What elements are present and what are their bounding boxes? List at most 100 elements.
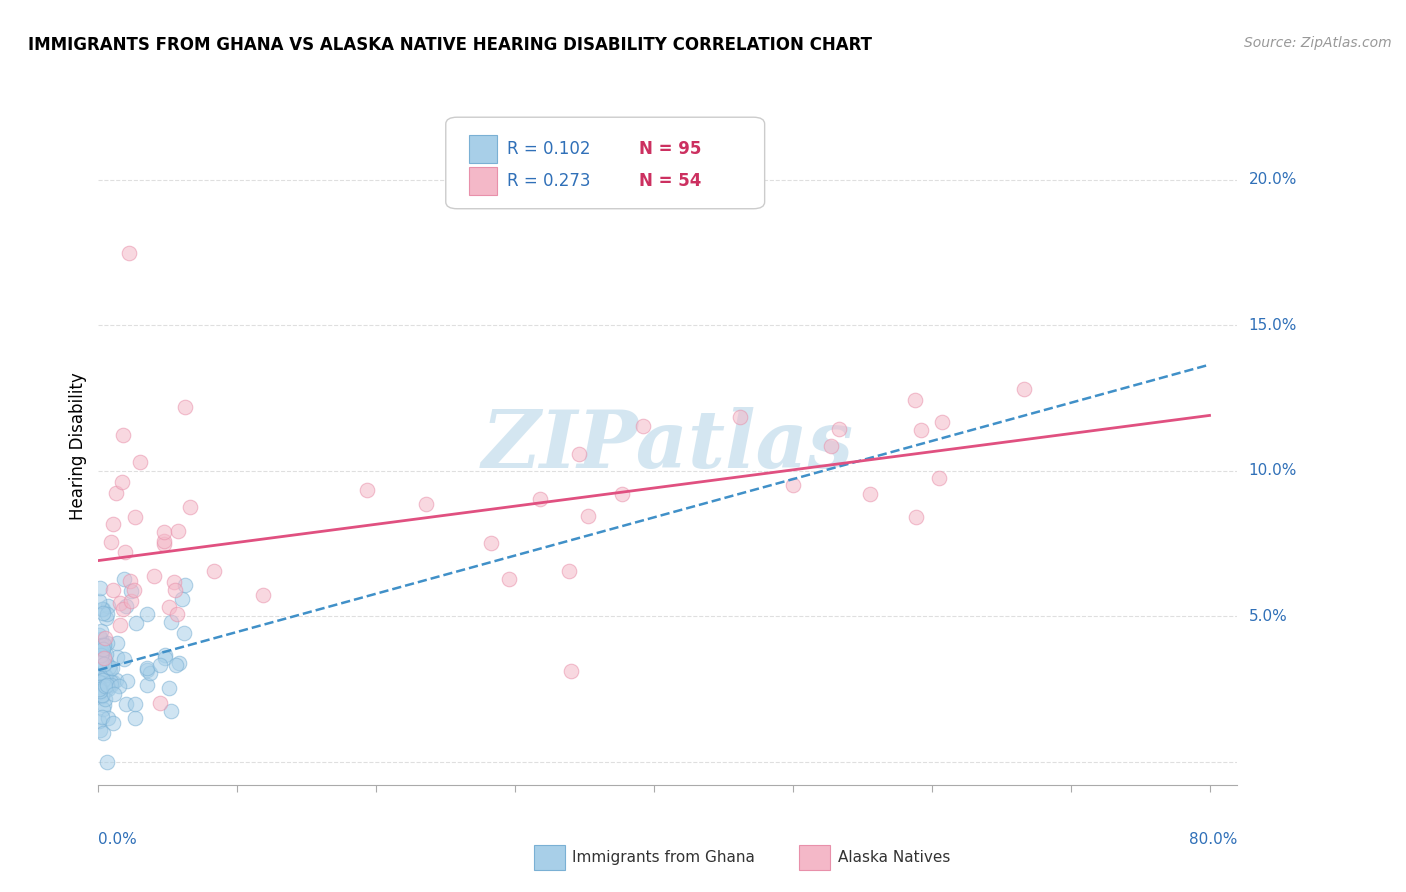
Point <box>122 582 145 597</box>
Point <box>568 447 591 461</box>
Point <box>107 679 129 693</box>
Point <box>89 582 111 596</box>
Point <box>97 711 120 725</box>
Point <box>170 591 193 606</box>
Point <box>252 588 274 602</box>
Point <box>149 657 172 672</box>
Point <box>820 439 842 453</box>
Point <box>90 638 112 652</box>
Point <box>89 668 111 682</box>
Text: 20.0%: 20.0% <box>1249 172 1296 187</box>
Point <box>93 658 115 673</box>
Point <box>112 652 135 666</box>
Point <box>97 682 120 697</box>
Point <box>90 649 112 664</box>
Point <box>112 572 135 586</box>
Point <box>89 680 111 694</box>
Point <box>730 409 752 424</box>
Point <box>560 665 582 679</box>
Point <box>910 423 932 437</box>
Point <box>356 483 378 497</box>
Point <box>87 628 110 642</box>
Point <box>97 660 120 674</box>
Point <box>87 674 110 689</box>
Point <box>90 602 112 616</box>
Point <box>93 679 115 693</box>
Point <box>179 500 201 515</box>
Point <box>105 649 128 664</box>
Point <box>93 631 115 645</box>
Point <box>169 657 191 671</box>
Point <box>125 616 148 631</box>
Point <box>93 657 115 671</box>
Point <box>94 692 117 706</box>
Point <box>120 584 142 599</box>
Point <box>94 679 117 693</box>
Point <box>93 637 115 651</box>
Point <box>91 647 114 661</box>
Point <box>96 678 118 692</box>
Text: N = 54: N = 54 <box>640 172 702 190</box>
Point <box>100 678 122 692</box>
Point <box>115 599 138 613</box>
Point <box>100 674 122 689</box>
Point <box>904 509 927 524</box>
Point <box>118 245 141 260</box>
Text: Source: ZipAtlas.com: Source: ZipAtlas.com <box>1244 36 1392 50</box>
Point <box>93 650 115 665</box>
Point <box>89 641 111 656</box>
Point <box>576 509 599 524</box>
Point <box>135 678 157 692</box>
Bar <box>468 135 498 163</box>
Point <box>89 656 111 670</box>
Point <box>91 689 114 703</box>
Point <box>124 698 146 712</box>
Point <box>129 455 152 469</box>
Point <box>100 535 122 549</box>
Point <box>165 657 187 672</box>
Point <box>153 537 176 551</box>
Point <box>173 578 195 592</box>
Point <box>91 702 114 716</box>
Point <box>114 697 136 711</box>
Point <box>782 478 804 492</box>
Point <box>97 599 120 613</box>
Point <box>89 648 111 662</box>
Point <box>1012 382 1035 396</box>
Point <box>529 492 551 507</box>
Point <box>904 393 927 408</box>
Point <box>101 516 124 531</box>
Point <box>93 726 115 740</box>
Point <box>174 400 197 414</box>
Point <box>163 575 186 590</box>
Point <box>90 624 112 639</box>
Point <box>498 572 520 586</box>
Point <box>153 533 176 548</box>
Point <box>101 716 124 731</box>
Point <box>94 668 117 682</box>
Point <box>135 661 157 675</box>
Point <box>108 618 131 632</box>
Bar <box>468 167 498 195</box>
Point <box>167 524 190 538</box>
Point <box>157 600 180 615</box>
Point <box>96 755 118 769</box>
Point <box>160 704 183 718</box>
Point <box>166 607 188 621</box>
Point <box>91 673 114 687</box>
Point <box>105 673 128 687</box>
Point <box>139 665 162 680</box>
Point <box>94 681 117 696</box>
Point <box>415 497 437 511</box>
Point <box>159 615 181 630</box>
Point <box>94 611 117 625</box>
Point <box>155 651 177 665</box>
Point <box>98 662 121 676</box>
Point <box>108 596 131 610</box>
Text: Immigrants from Ghana: Immigrants from Ghana <box>572 850 755 864</box>
Point <box>96 636 118 650</box>
Point <box>152 524 174 539</box>
Point <box>118 574 141 589</box>
Point <box>120 593 142 607</box>
Point <box>103 582 125 597</box>
